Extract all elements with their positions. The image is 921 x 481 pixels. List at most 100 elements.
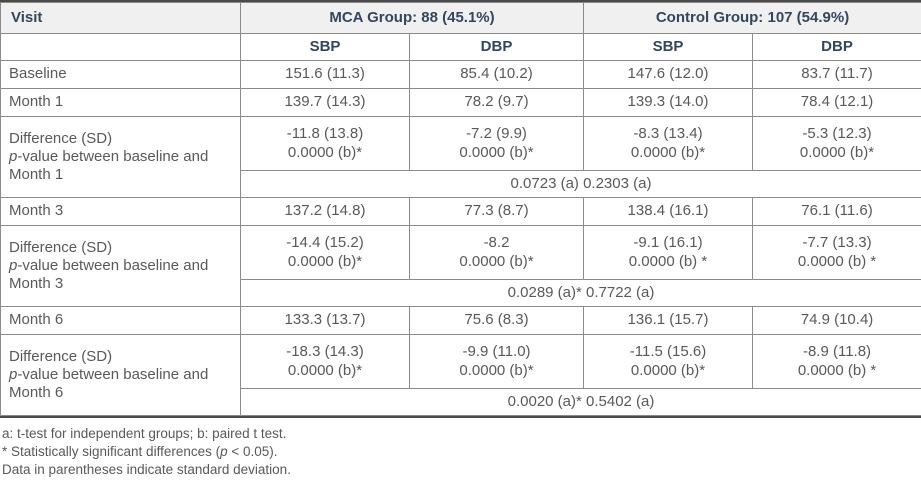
row-label: Month 1 xyxy=(0,88,241,117)
month3-mca-dbp: 77.3 (8.7) xyxy=(409,197,584,226)
bp-comparison-table: Visit MCA Group: 88 (45.1%) Control Grou… xyxy=(0,2,921,416)
p-value: 0.0000 (b)* xyxy=(630,361,706,379)
visit-column-header: Visit xyxy=(0,2,241,34)
diff-label-line3: Month 3 xyxy=(9,275,64,293)
diff1-ctrl-dbp: -5.3 (12.3) 0.0000 (b)* xyxy=(751,116,921,171)
p-value: 0.0000 (b) * xyxy=(797,361,877,379)
between-groups-month6-pvalues: 0.0020 (a)* 0.5402 (a) xyxy=(239,388,921,416)
p-value: 0.0000 (b) * xyxy=(628,252,708,270)
diff3-ctrl-sbp: -9.1 (16.1) 0.0000 (b) * xyxy=(583,225,753,280)
month6-ctrl-dbp: 74.9 (10.4) xyxy=(751,306,921,335)
footnote-significance-post: < 0.05). xyxy=(227,444,278,459)
row-label: Month 6 xyxy=(0,306,241,335)
bp-table-wrapper: Visit MCA Group: 88 (45.1%) Control Grou… xyxy=(0,0,921,418)
empty-header-cell xyxy=(0,33,241,61)
diff-label-line1: Difference (SD) xyxy=(9,129,113,147)
month1-mca-sbp: 139.7 (14.3) xyxy=(240,88,410,117)
diff-label-line2: p-value between baseline and xyxy=(9,256,209,274)
control-group-header: Control Group: 107 (54.9%) xyxy=(582,2,921,34)
between-groups-month3-pvalues: 0.0289 (a)* 0.7722 (a) xyxy=(239,279,921,307)
month3-row: Month 3 137.2 (14.8) 77.3 (8.7) 138.4 (1… xyxy=(0,197,921,226)
diff-value: -7.2 (9.9) xyxy=(466,125,527,143)
diff3-ctrl-dbp: -7.7 (13.3) 0.0000 (b) * xyxy=(751,225,921,280)
diff-label-line2: p-value between baseline and xyxy=(9,365,209,383)
baseline-ctrl-dbp: 83.7 (11.7) xyxy=(751,60,921,89)
p-value: 0.0000 (b)* xyxy=(630,143,706,161)
month6-mca-dbp: 75.6 (8.3) xyxy=(409,306,584,335)
diff-value: -18.3 (14.3) xyxy=(286,343,364,361)
diff-label-line3: Month 6 xyxy=(9,384,64,402)
footnote-tests: a: t-test for independent groups; b: pai… xyxy=(2,426,287,441)
ctrl-sbp-header: SBP xyxy=(583,33,753,61)
diff-label-line2: p-value between baseline and xyxy=(9,147,209,165)
diff6-ctrl-dbp: -8.9 (11.8) 0.0000 (b) * xyxy=(751,334,921,389)
footnote-sd: Data in parentheses indicate standard de… xyxy=(2,462,291,477)
month1-row: Month 1 139.7 (14.3) 78.2 (9.7) 139.3 (1… xyxy=(0,88,921,117)
group-header-row: Visit MCA Group: 88 (45.1%) Control Grou… xyxy=(0,2,921,34)
diff1-ctrl-sbp: -8.3 (13.4) 0.0000 (b)* xyxy=(583,116,753,171)
month1-mca-dbp: 78.2 (9.7) xyxy=(409,88,584,117)
footnote-significance-pre: * Statistically significant differences … xyxy=(2,444,221,459)
month1-ctrl-sbp: 139.3 (14.0) xyxy=(583,88,753,117)
p-value: 0.0000 (b)* xyxy=(287,252,363,270)
diff6-ctrl-sbp: -11.5 (15.6) 0.0000 (b)* xyxy=(583,334,753,389)
row-label: Baseline xyxy=(0,60,241,89)
row-label: Month 3 xyxy=(0,197,241,226)
mca-group-header: MCA Group: 88 (45.1%) xyxy=(240,2,584,34)
table-footnotes: a: t-test for independent groups; b: pai… xyxy=(0,425,921,479)
diff-label-line3: Month 1 xyxy=(9,166,64,184)
p-value: 0.0000 (b)* xyxy=(459,143,534,161)
p-value: 0.0000 (b)* xyxy=(459,252,534,270)
difference-month6-label: Difference (SD) p-value between baseline… xyxy=(0,334,241,416)
diff-value: -7.7 (13.3) xyxy=(802,234,872,252)
diff-value: -11.8 (13.8) xyxy=(286,125,364,143)
difference-month3-label: Difference (SD) p-value between baseline… xyxy=(0,225,241,307)
mca-sbp-header: SBP xyxy=(240,33,410,61)
diff1-mca-dbp: -7.2 (9.9) 0.0000 (b)* xyxy=(409,116,584,171)
between-groups-month3-row: 0.0289 (a)* 0.7722 (a) xyxy=(1,279,921,307)
diff-value: -8.9 (11.8) xyxy=(802,343,872,361)
p-value: 0.0000 (b)* xyxy=(799,143,875,161)
baseline-ctrl-sbp: 147.6 (12.0) xyxy=(583,60,753,89)
diff-value: -9.9 (11.0) xyxy=(462,343,531,361)
ctrl-dbp-header: DBP xyxy=(751,33,921,61)
baseline-mca-dbp: 85.4 (10.2) xyxy=(409,60,584,89)
difference-month1-label: Difference (SD) p-value between baseline… xyxy=(0,116,241,198)
diff-value: -8.2 xyxy=(483,234,510,252)
footnote-significance-p: p xyxy=(220,444,228,459)
baseline-row: Baseline 151.6 (11.3) 85.4 (10.2) 147.6 … xyxy=(0,60,921,89)
footnote-significance: * Statistically significant differences … xyxy=(2,443,921,461)
diff-value: -14.4 (15.2) xyxy=(286,234,364,252)
diff6-mca-dbp: -9.9 (11.0) 0.0000 (b)* xyxy=(409,334,584,389)
month3-mca-sbp: 137.2 (14.8) xyxy=(240,197,410,226)
month6-row: Month 6 133.3 (13.7) 75.6 (8.3) 136.1 (1… xyxy=(0,306,921,335)
p-value: 0.0000 (b)* xyxy=(287,361,363,379)
p-value: 0.0000 (b)* xyxy=(459,361,534,379)
p-value: 0.0000 (b) * xyxy=(797,252,877,270)
diff-value: -8.3 (13.4) xyxy=(633,125,703,143)
diff-label-line1: Difference (SD) xyxy=(9,238,113,256)
difference-month1-row: Difference (SD) p-value between baseline… xyxy=(0,116,921,198)
diff-label-line1: Difference (SD) xyxy=(9,347,113,365)
diff6-mca-sbp: -18.3 (14.3) 0.0000 (b)* xyxy=(240,334,410,389)
month1-ctrl-dbp: 78.4 (12.1) xyxy=(751,88,921,117)
difference-month3-row: Difference (SD) p-value between baseline… xyxy=(0,225,921,307)
difference-month6-row: Difference (SD) p-value between baseline… xyxy=(0,334,921,416)
diff-value: -9.1 (16.1) xyxy=(633,234,703,252)
month3-ctrl-dbp: 76.1 (11.6) xyxy=(751,197,921,226)
month6-ctrl-sbp: 136.1 (15.7) xyxy=(583,306,753,335)
p-value: 0.0000 (b)* xyxy=(287,143,363,161)
between-groups-month1-row: 0.0723 (a) 0.2303 (a) xyxy=(1,170,921,198)
diff-value: -11.5 (15.6) xyxy=(629,343,707,361)
mca-dbp-header: DBP xyxy=(409,33,584,61)
diff3-mca-sbp: -14.4 (15.2) 0.0000 (b)* xyxy=(240,225,410,280)
diff-value: -5.3 (12.3) xyxy=(802,125,872,143)
measure-header-row: SBP DBP SBP DBP xyxy=(0,33,921,61)
baseline-mca-sbp: 151.6 (11.3) xyxy=(240,60,410,89)
month3-ctrl-sbp: 138.4 (16.1) xyxy=(583,197,753,226)
diff3-mca-dbp: -8.2 0.0000 (b)* xyxy=(409,225,584,280)
month6-mca-sbp: 133.3 (13.7) xyxy=(240,306,410,335)
between-groups-month1-pvalues: 0.0723 (a) 0.2303 (a) xyxy=(239,170,921,198)
diff1-mca-sbp: -11.8 (13.8) 0.0000 (b)* xyxy=(240,116,410,171)
